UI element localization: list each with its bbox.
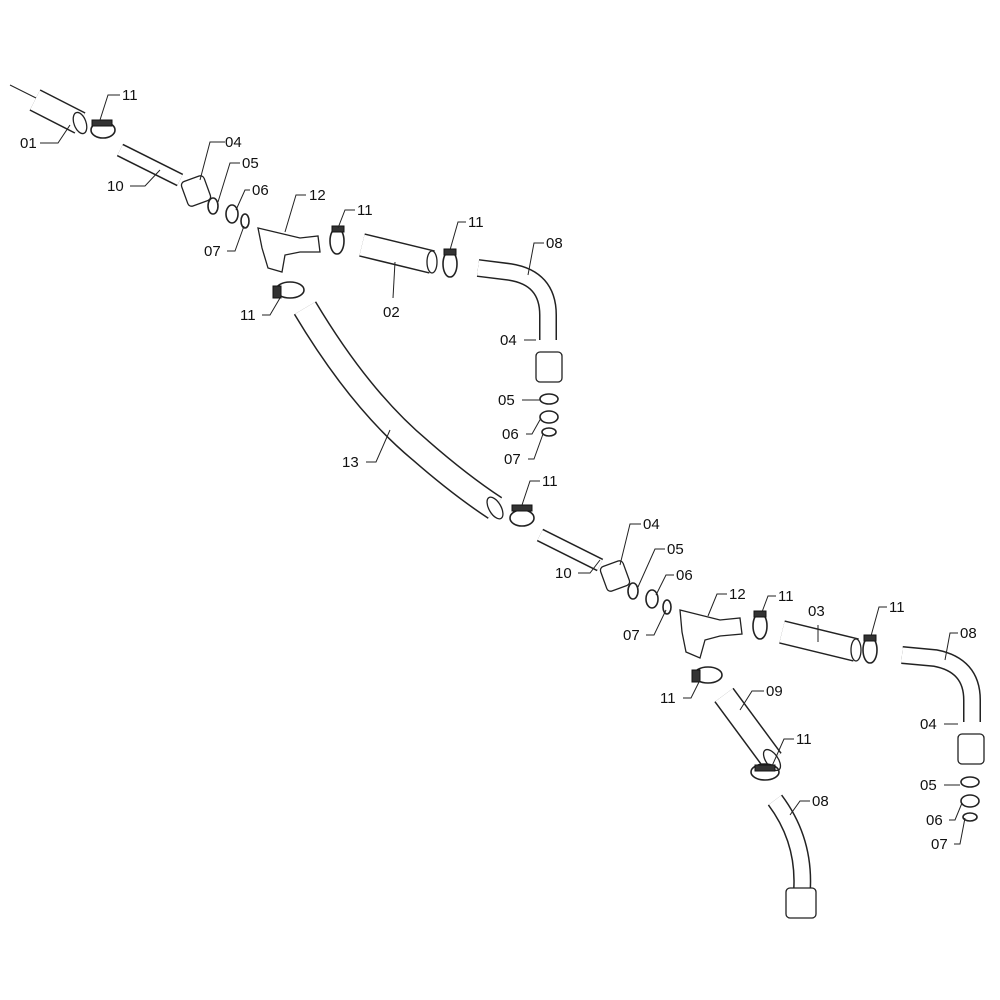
label-06: 06 [676, 567, 693, 584]
label-04: 04 [920, 716, 937, 733]
label-10: 10 [107, 178, 124, 195]
label-03: 03 [808, 603, 825, 620]
label-07: 07 [623, 627, 640, 644]
label-11: 11 [542, 473, 558, 490]
label-12: 12 [729, 586, 746, 603]
label-11: 11 [889, 599, 905, 616]
label-04: 04 [225, 134, 242, 151]
label-04: 04 [500, 332, 517, 349]
label-06: 06 [926, 812, 943, 829]
clamp-11 [329, 225, 345, 255]
clamp-11 [90, 119, 116, 139]
part-labels: 11 01 04 10 05 06 12 11 11 08 07 11 02 0… [20, 87, 977, 853]
label-02: 02 [383, 304, 400, 321]
label-08: 08 [546, 235, 563, 252]
label-11: 11 [468, 214, 484, 231]
clamp-11 [272, 281, 305, 299]
nut-04 [957, 733, 985, 765]
nut-04 [535, 351, 563, 383]
tee-12 [679, 609, 743, 659]
label-06: 06 [502, 426, 519, 443]
nut-04 [599, 560, 631, 592]
hoses [29, 89, 981, 891]
label-05: 05 [498, 392, 515, 409]
label-11: 11 [796, 731, 812, 748]
label-11: 11 [778, 588, 794, 605]
clamp-11 [442, 248, 458, 278]
label-11: 11 [357, 202, 373, 219]
clamp-11 [691, 666, 723, 684]
nut-04 [180, 175, 212, 207]
label-08: 08 [960, 625, 977, 642]
label-07: 07 [504, 451, 521, 468]
label-06: 06 [252, 182, 269, 199]
label-05: 05 [667, 541, 684, 558]
nut-04 [785, 887, 817, 919]
label-12: 12 [309, 187, 326, 204]
label-07: 07 [931, 836, 948, 853]
tee-12 [257, 227, 321, 273]
clamp-11 [752, 610, 768, 640]
label-04: 04 [643, 516, 660, 533]
label-08: 08 [812, 793, 829, 810]
leader-lines [40, 94, 966, 845]
incoming-line [9, 84, 41, 101]
label-10: 10 [555, 565, 572, 582]
label-13: 13 [342, 454, 359, 471]
clamp-11 [509, 504, 535, 527]
clamp-11 [862, 634, 878, 664]
label-11: 11 [660, 690, 676, 707]
label-05: 05 [242, 155, 259, 172]
label-11: 11 [122, 87, 138, 104]
label-11: 11 [240, 307, 256, 324]
label-09: 09 [766, 683, 783, 700]
label-05: 05 [920, 777, 937, 794]
clamp-11 [750, 763, 780, 781]
label-07: 07 [204, 243, 221, 260]
fittings [90, 119, 985, 919]
label-01: 01 [20, 135, 37, 152]
